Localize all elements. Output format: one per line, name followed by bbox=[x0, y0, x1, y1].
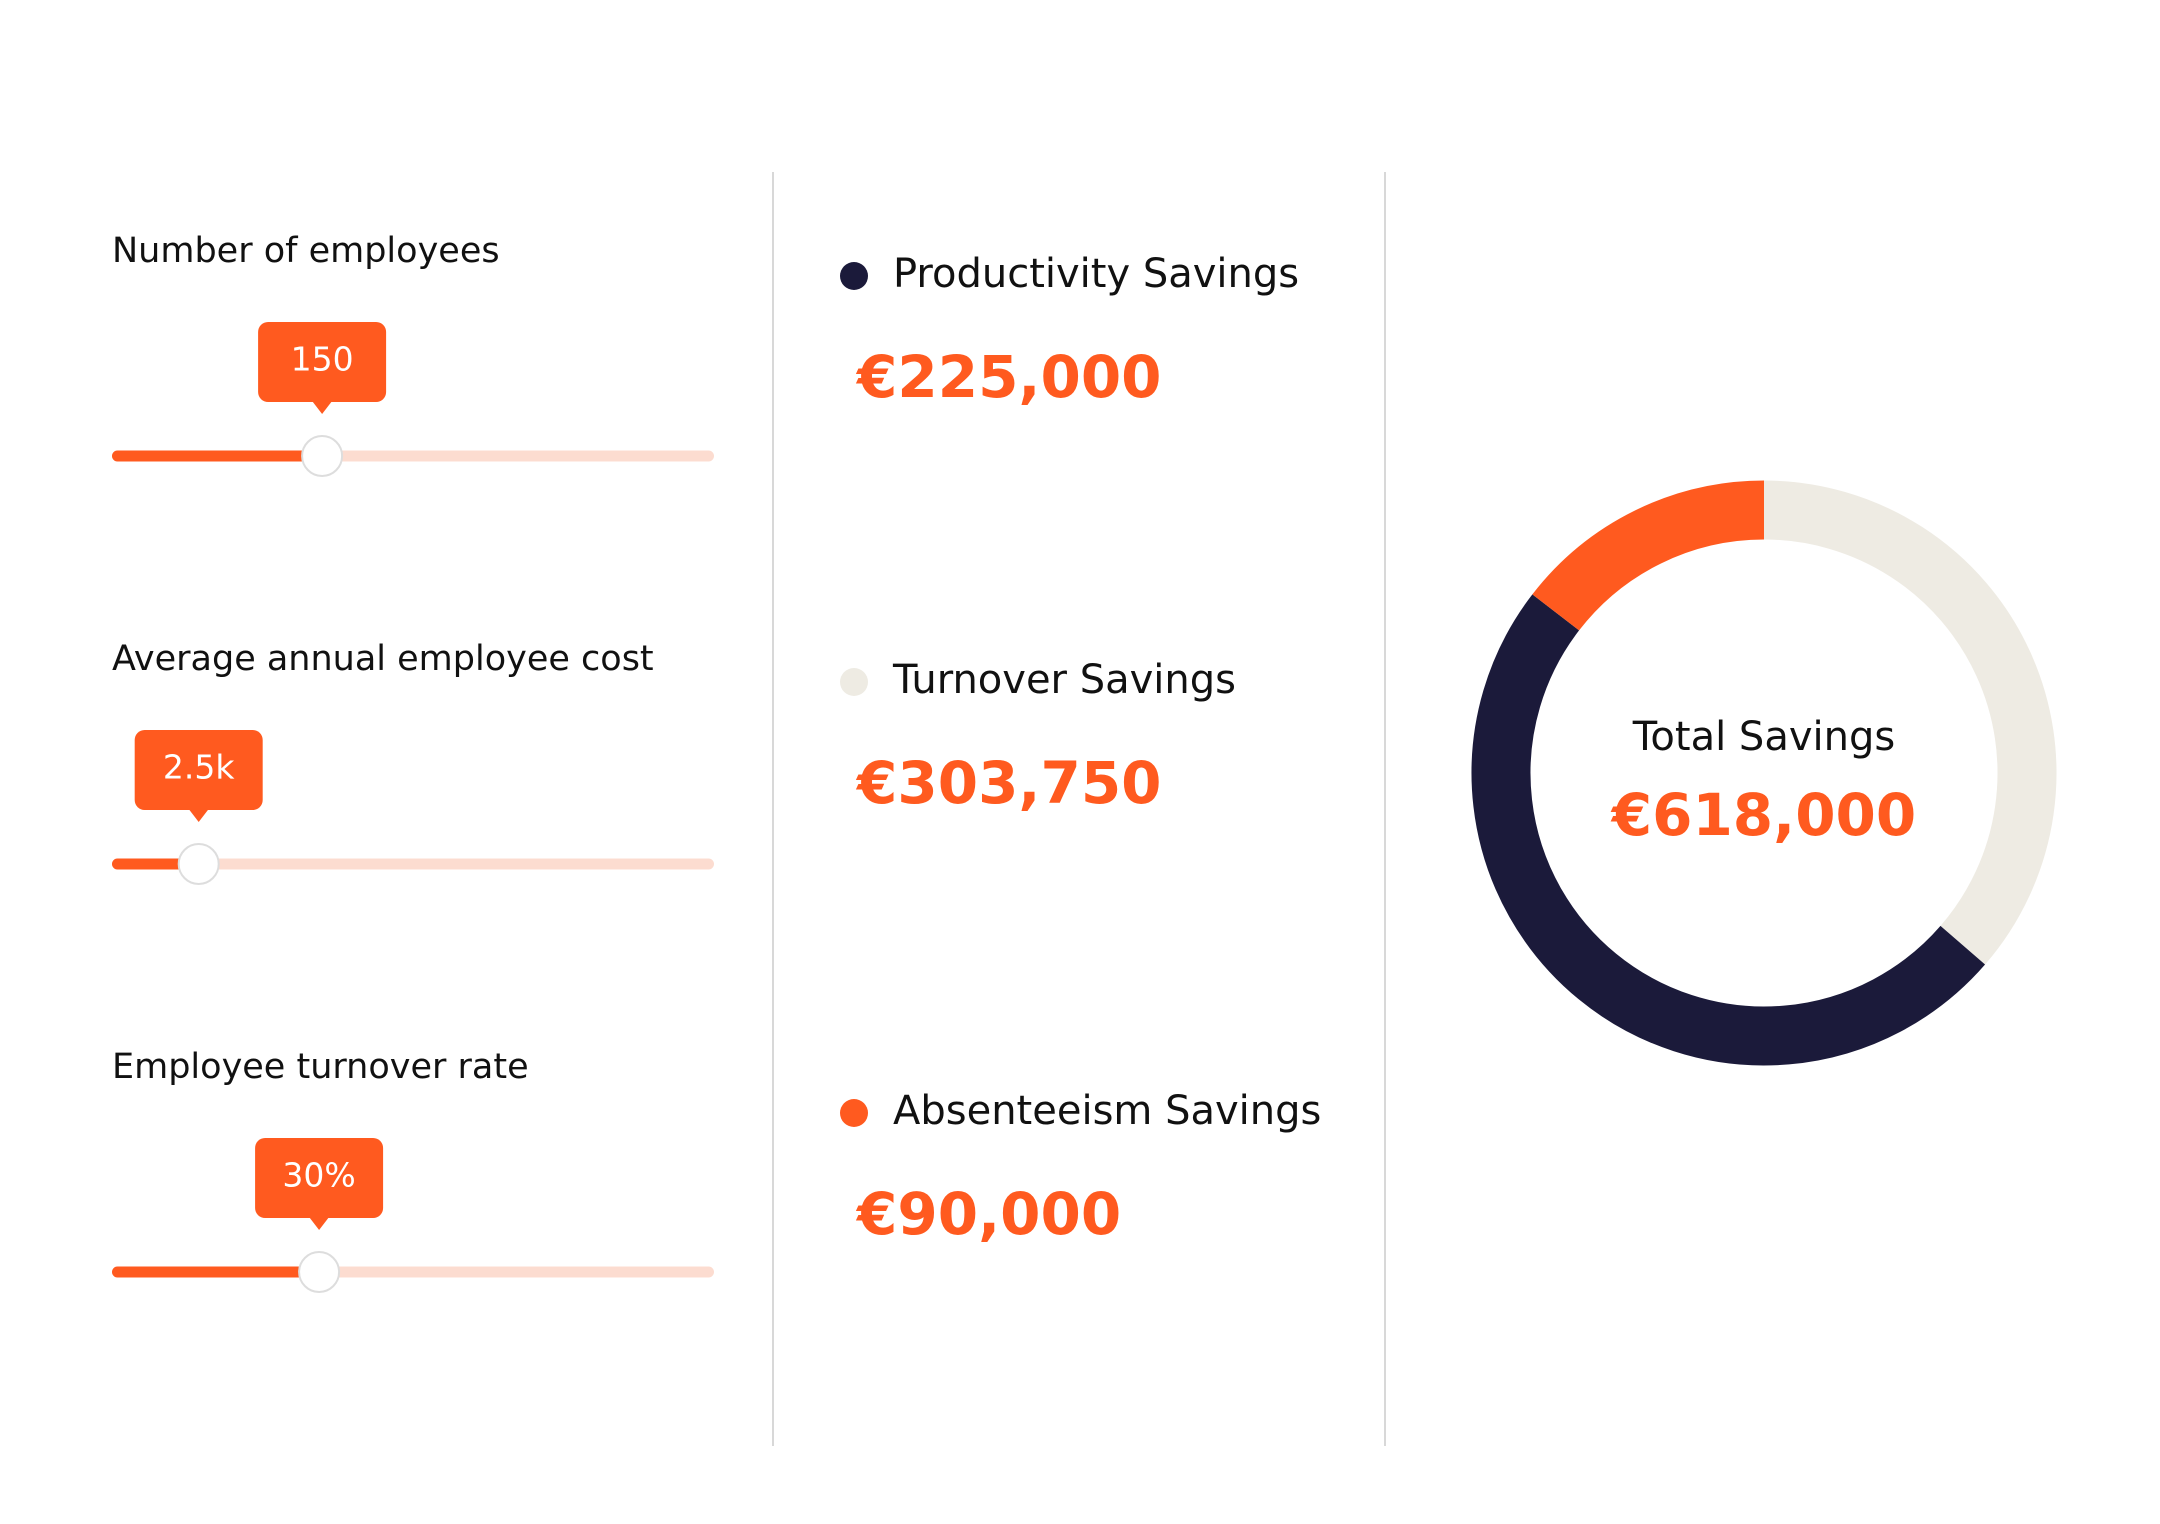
input-label: Number of employees bbox=[112, 231, 500, 271]
total-amount: €618,000 bbox=[1610, 781, 1917, 849]
tooltip-pointer bbox=[312, 401, 333, 414]
legend-dot bbox=[840, 1099, 868, 1127]
slider-fill bbox=[112, 1266, 320, 1278]
metric-name: Absenteeism Savings bbox=[893, 1088, 1321, 1134]
metric-amount: €303,750 bbox=[855, 749, 1162, 817]
slider-thumb[interactable] bbox=[298, 1251, 341, 1293]
input-label: Employee turnover rate bbox=[112, 1047, 529, 1087]
tooltip bbox=[134, 730, 263, 810]
slider-thumb[interactable] bbox=[301, 435, 344, 477]
total-label: Total Savings bbox=[1632, 714, 1895, 760]
slider-thumb[interactable] bbox=[177, 843, 220, 885]
tooltip-pointer bbox=[188, 809, 209, 822]
metric-name: Productivity Savings bbox=[893, 251, 1299, 297]
donut-segment bbox=[1532, 480, 1765, 631]
tooltip bbox=[258, 322, 387, 402]
slider-value: 2.5k bbox=[163, 748, 235, 787]
slider-value: 150 bbox=[291, 340, 354, 379]
donut-segment bbox=[1763, 480, 2057, 965]
slider-fill bbox=[112, 858, 199, 870]
donut-segment bbox=[1471, 594, 1986, 1066]
metric-name: Turnover Savings bbox=[892, 657, 1236, 703]
tooltip-pointer bbox=[309, 1217, 330, 1230]
legend-dot bbox=[840, 262, 868, 290]
legend-dot bbox=[840, 668, 868, 696]
metric-amount: €90,000 bbox=[855, 1180, 1121, 1248]
tooltip bbox=[255, 1138, 384, 1218]
metric-amount: €225,000 bbox=[855, 343, 1162, 411]
slider-value: 30% bbox=[282, 1156, 355, 1195]
slider-fill bbox=[112, 450, 323, 462]
input-label: Average annual employee cost bbox=[112, 639, 654, 679]
slider-track bbox=[112, 858, 714, 870]
